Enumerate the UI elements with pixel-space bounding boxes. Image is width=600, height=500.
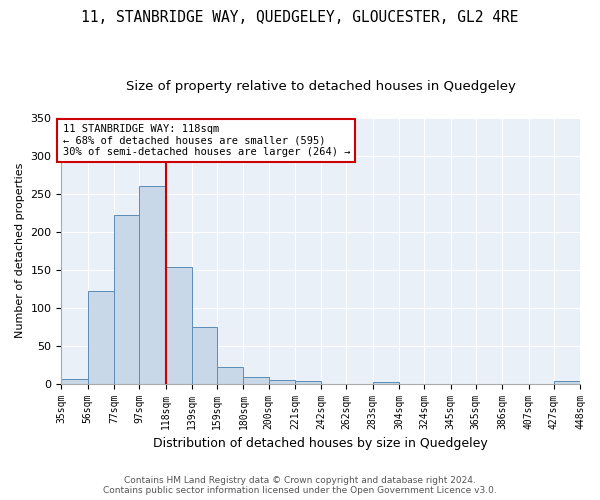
Bar xyxy=(295,382,322,384)
Bar xyxy=(114,215,139,384)
Bar xyxy=(61,379,88,384)
Y-axis label: Number of detached properties: Number of detached properties xyxy=(15,163,25,338)
Text: Contains HM Land Registry data © Crown copyright and database right 2024.
Contai: Contains HM Land Registry data © Crown c… xyxy=(103,476,497,495)
Bar xyxy=(269,380,295,384)
Bar xyxy=(166,268,192,384)
Bar xyxy=(192,326,217,384)
Bar xyxy=(217,367,244,384)
Bar xyxy=(244,377,269,384)
Bar xyxy=(554,382,580,384)
Text: 11 STANBRIDGE WAY: 118sqm
← 68% of detached houses are smaller (595)
30% of semi: 11 STANBRIDGE WAY: 118sqm ← 68% of detac… xyxy=(62,124,350,157)
Bar xyxy=(139,186,166,384)
X-axis label: Distribution of detached houses by size in Quedgeley: Distribution of detached houses by size … xyxy=(154,437,488,450)
Bar xyxy=(88,291,114,384)
Bar xyxy=(373,382,399,384)
Text: 11, STANBRIDGE WAY, QUEDGELEY, GLOUCESTER, GL2 4RE: 11, STANBRIDGE WAY, QUEDGELEY, GLOUCESTE… xyxy=(81,10,519,25)
Title: Size of property relative to detached houses in Quedgeley: Size of property relative to detached ho… xyxy=(126,80,515,93)
